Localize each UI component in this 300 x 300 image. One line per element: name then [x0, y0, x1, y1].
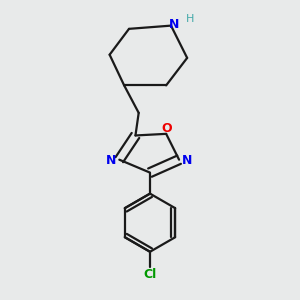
Text: N: N [106, 154, 116, 167]
Text: Cl: Cl [143, 268, 157, 281]
Text: O: O [161, 122, 172, 134]
Text: N: N [182, 154, 193, 167]
Text: N: N [168, 18, 179, 31]
Text: H: H [185, 14, 194, 24]
